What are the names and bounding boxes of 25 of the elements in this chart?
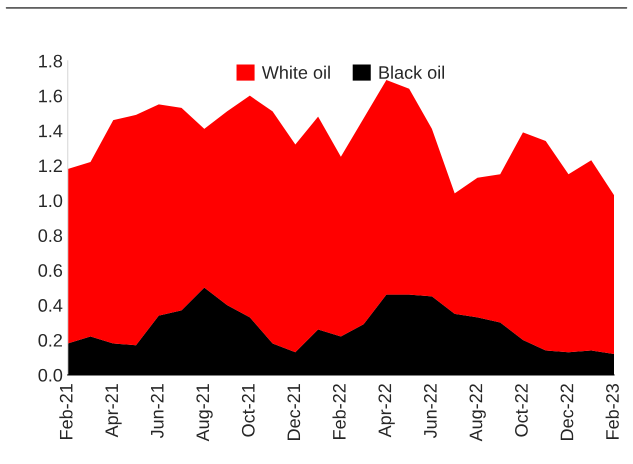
x-tick-label: Feb-21 bbox=[59, 384, 73, 439]
y-tick-label: 0.2 bbox=[38, 334, 62, 347]
y-tick-label: 0.6 bbox=[38, 264, 62, 277]
x-tick-label: Oct-22 bbox=[515, 384, 528, 437]
x-tick-label: Dec-22 bbox=[560, 384, 574, 440]
y-tick-label: 1.4 bbox=[39, 124, 62, 138]
x-tick-label: Apr-22 bbox=[378, 384, 395, 438]
x-tick-label: Jun-21 bbox=[150, 384, 164, 438]
x-tick-label: Jun-22 bbox=[424, 384, 437, 438]
y-tick-label: 1.8 bbox=[39, 54, 62, 68]
x-tick-label: Dec-21 bbox=[287, 384, 300, 440]
x-tick-label: Oct-21 bbox=[242, 384, 255, 437]
x-tick-label: Feb-23 bbox=[606, 384, 619, 439]
x-tick-label: Aug-22 bbox=[470, 384, 486, 442]
x-tick-label: Aug-21 bbox=[196, 384, 213, 442]
y-tick-label: 0.8 bbox=[38, 229, 62, 242]
x-tick-label: Apr-21 bbox=[105, 384, 122, 438]
y-tick-label: 0.4 bbox=[38, 299, 62, 312]
y-tick-label: 1.6 bbox=[39, 90, 62, 102]
legend-label: White oil bbox=[262, 66, 330, 79]
legend-label: Black oil bbox=[379, 66, 444, 79]
x-tick-label: Feb-22 bbox=[332, 384, 346, 439]
y-tick-label: 1.2 bbox=[39, 159, 62, 172]
y-tick-label: 1.0 bbox=[39, 194, 62, 208]
y-tick-label: 0.0 bbox=[38, 368, 62, 382]
